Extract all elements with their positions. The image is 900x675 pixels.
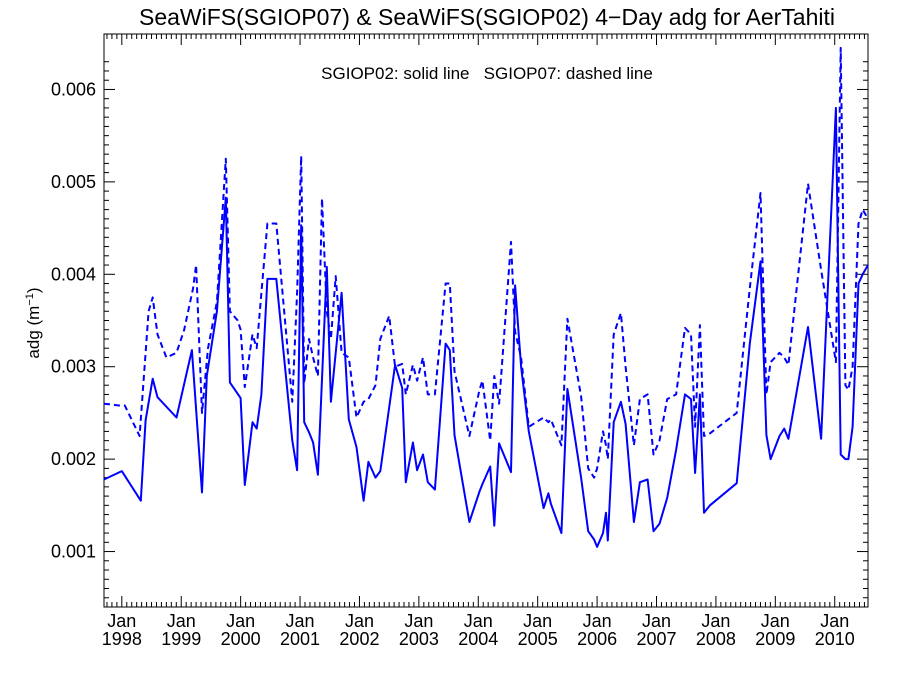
x-tick-month: Jan (701, 611, 730, 631)
x-tick-month: Jan (583, 611, 612, 631)
x-tick-month: Jan (107, 611, 136, 631)
x-tick-month: Jan (286, 611, 315, 631)
x-tick-month: Jan (404, 611, 433, 631)
y-tick-label: 0.002 (51, 449, 96, 469)
x-tick-year: 2002 (339, 629, 379, 649)
y-axis-label-superscript: −1 (24, 293, 36, 306)
y-tick-label: 0.004 (51, 264, 96, 284)
y-axis-label-text: adg (m (24, 306, 43, 359)
series-group (103, 46, 869, 548)
x-tick-month: Jan (226, 611, 255, 631)
y-axis-label-suffix: ) (24, 287, 43, 293)
y-tick-label: 0.001 (51, 542, 96, 562)
y-tick-label: 0.005 (51, 172, 96, 192)
x-tick-month: Jan (167, 611, 196, 631)
y-tick-label: 0.006 (51, 79, 96, 99)
x-tick-year: 1999 (161, 629, 201, 649)
x-tick-year: 2004 (458, 629, 498, 649)
x-tick-month: Jan (820, 611, 849, 631)
series-line-sgiop02 (103, 106, 869, 548)
x-tick-year: 2006 (577, 629, 617, 649)
x-tick-year: 1998 (102, 629, 142, 649)
x-tick-year: 2001 (280, 629, 320, 649)
y-tick-label: 0.003 (51, 357, 96, 377)
x-tick-year: 2008 (696, 629, 736, 649)
x-tick-month: Jan (523, 611, 552, 631)
series-annotation: SGIOP02: solid line SGIOP07: dashed line (321, 64, 653, 83)
x-tick-month: Jan (464, 611, 493, 631)
x-tick-year: 2010 (815, 629, 855, 649)
x-tick-month: Jan (345, 611, 374, 631)
x-tick-year: 2005 (518, 629, 558, 649)
x-tick-year: 2007 (636, 629, 676, 649)
series-line-sgiop07 (103, 46, 869, 479)
x-tick-year: 2009 (755, 629, 795, 649)
axis-ticks: 0.0010.0020.0030.0040.0050.006Jan1998Jan… (51, 34, 868, 649)
x-tick-year: 2000 (221, 629, 261, 649)
x-tick-year: 2003 (399, 629, 439, 649)
x-tick-month: Jan (642, 611, 671, 631)
chart-title: SeaWiFS(SGIOP07) & SeaWiFS(SGIOP02) 4−Da… (139, 4, 835, 30)
y-axis-label: adg (m−1) (24, 287, 43, 358)
x-tick-month: Jan (761, 611, 790, 631)
